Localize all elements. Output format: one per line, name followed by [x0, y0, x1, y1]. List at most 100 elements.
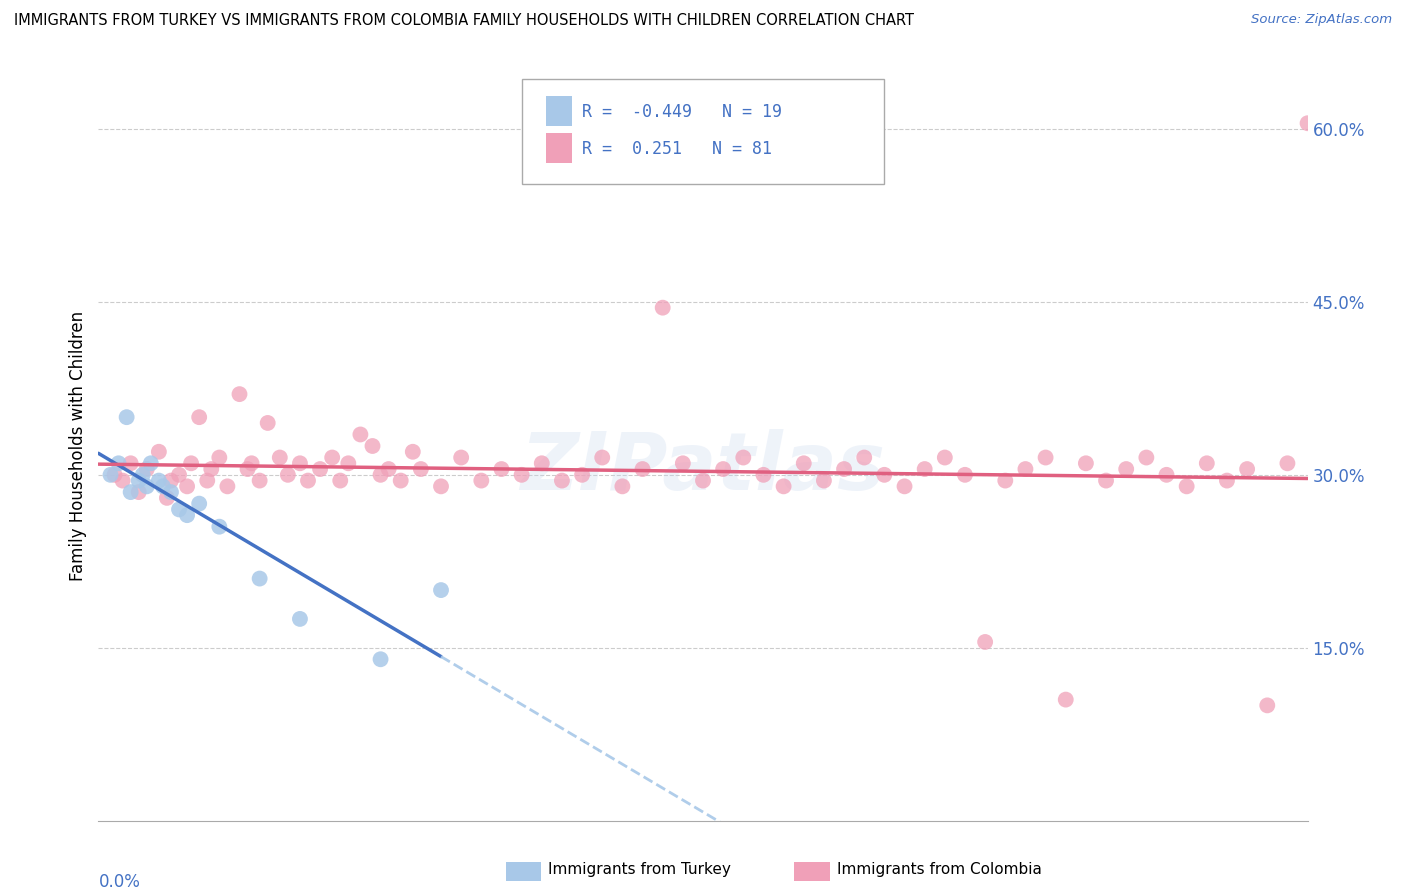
Point	[120, 485, 142, 500]
Point	[1256, 698, 1278, 713]
Text: ZIPatlas: ZIPatlas	[520, 429, 886, 508]
Point	[1236, 462, 1258, 476]
Point	[1035, 450, 1057, 465]
Point	[832, 462, 855, 476]
FancyBboxPatch shape	[522, 78, 884, 184]
Point	[188, 410, 211, 425]
Point	[1216, 474, 1239, 488]
Point	[288, 456, 311, 470]
Point	[530, 456, 553, 470]
Point	[873, 467, 896, 482]
Point	[103, 467, 125, 482]
Point	[974, 635, 997, 649]
Point	[953, 467, 976, 482]
Point	[692, 474, 714, 488]
Point	[377, 462, 399, 476]
Point	[152, 479, 174, 493]
Point	[160, 474, 183, 488]
Text: R =  0.251   N = 81: R = 0.251 N = 81	[582, 139, 772, 158]
Point	[180, 456, 202, 470]
Point	[893, 479, 915, 493]
Point	[128, 485, 150, 500]
Point	[240, 456, 263, 470]
Point	[349, 427, 371, 442]
Point	[208, 450, 231, 465]
Point	[188, 497, 211, 511]
Point	[1175, 479, 1198, 493]
Point	[651, 301, 673, 315]
Point	[793, 456, 815, 470]
Point	[450, 450, 472, 465]
Point	[269, 450, 291, 465]
Point	[711, 462, 734, 476]
Point	[309, 462, 332, 476]
Point	[733, 450, 755, 465]
Point	[148, 474, 170, 488]
Point	[208, 519, 231, 533]
Point	[551, 474, 574, 488]
Point	[1296, 116, 1319, 130]
Point	[120, 456, 142, 470]
Point	[111, 474, 134, 488]
Point	[491, 462, 513, 476]
Point	[167, 467, 190, 482]
Point	[249, 572, 271, 586]
Point	[510, 467, 533, 482]
Point	[1074, 456, 1097, 470]
Point	[1156, 467, 1178, 482]
Point	[100, 467, 122, 482]
Point	[156, 491, 179, 505]
Point	[389, 474, 412, 488]
Text: R =  -0.449   N = 19: R = -0.449 N = 19	[582, 103, 782, 120]
Point	[772, 479, 794, 493]
Point	[160, 485, 183, 500]
Point	[914, 462, 936, 476]
Point	[139, 456, 162, 470]
Point	[236, 462, 259, 476]
Point	[430, 583, 453, 598]
Point	[228, 387, 250, 401]
Point	[128, 474, 150, 488]
Text: 0.0%: 0.0%	[98, 873, 141, 891]
Point	[321, 450, 343, 465]
Point	[813, 474, 835, 488]
Point	[571, 467, 593, 482]
Point	[752, 467, 775, 482]
Point	[1115, 462, 1137, 476]
Point	[1277, 456, 1299, 470]
Point	[934, 450, 956, 465]
Point	[1095, 474, 1118, 488]
Point	[115, 410, 138, 425]
Point	[200, 462, 222, 476]
Point	[1195, 456, 1218, 470]
Point	[370, 652, 392, 666]
Point	[176, 479, 198, 493]
Point	[337, 456, 360, 470]
Point	[1135, 450, 1157, 465]
Point	[288, 612, 311, 626]
Point	[217, 479, 239, 493]
Point	[167, 502, 190, 516]
Text: Source: ZipAtlas.com: Source: ZipAtlas.com	[1251, 13, 1392, 27]
Point	[107, 456, 129, 470]
Bar	[546, 96, 572, 126]
Point	[256, 416, 278, 430]
Point	[176, 508, 198, 523]
Point	[612, 479, 634, 493]
Point	[409, 462, 432, 476]
Point	[994, 474, 1017, 488]
Point	[195, 474, 218, 488]
Point	[672, 456, 695, 470]
Point	[132, 467, 155, 482]
Point	[361, 439, 384, 453]
Point	[249, 474, 271, 488]
Point	[853, 450, 876, 465]
Point	[430, 479, 453, 493]
Text: Immigrants from Turkey: Immigrants from Turkey	[548, 863, 731, 877]
Text: Immigrants from Colombia: Immigrants from Colombia	[837, 863, 1042, 877]
Point	[591, 450, 613, 465]
Point	[402, 444, 425, 458]
Text: IMMIGRANTS FROM TURKEY VS IMMIGRANTS FROM COLOMBIA FAMILY HOUSEHOLDS WITH CHILDR: IMMIGRANTS FROM TURKEY VS IMMIGRANTS FRO…	[14, 13, 914, 29]
Point	[370, 467, 392, 482]
Y-axis label: Family Households with Children: Family Households with Children	[69, 311, 87, 581]
